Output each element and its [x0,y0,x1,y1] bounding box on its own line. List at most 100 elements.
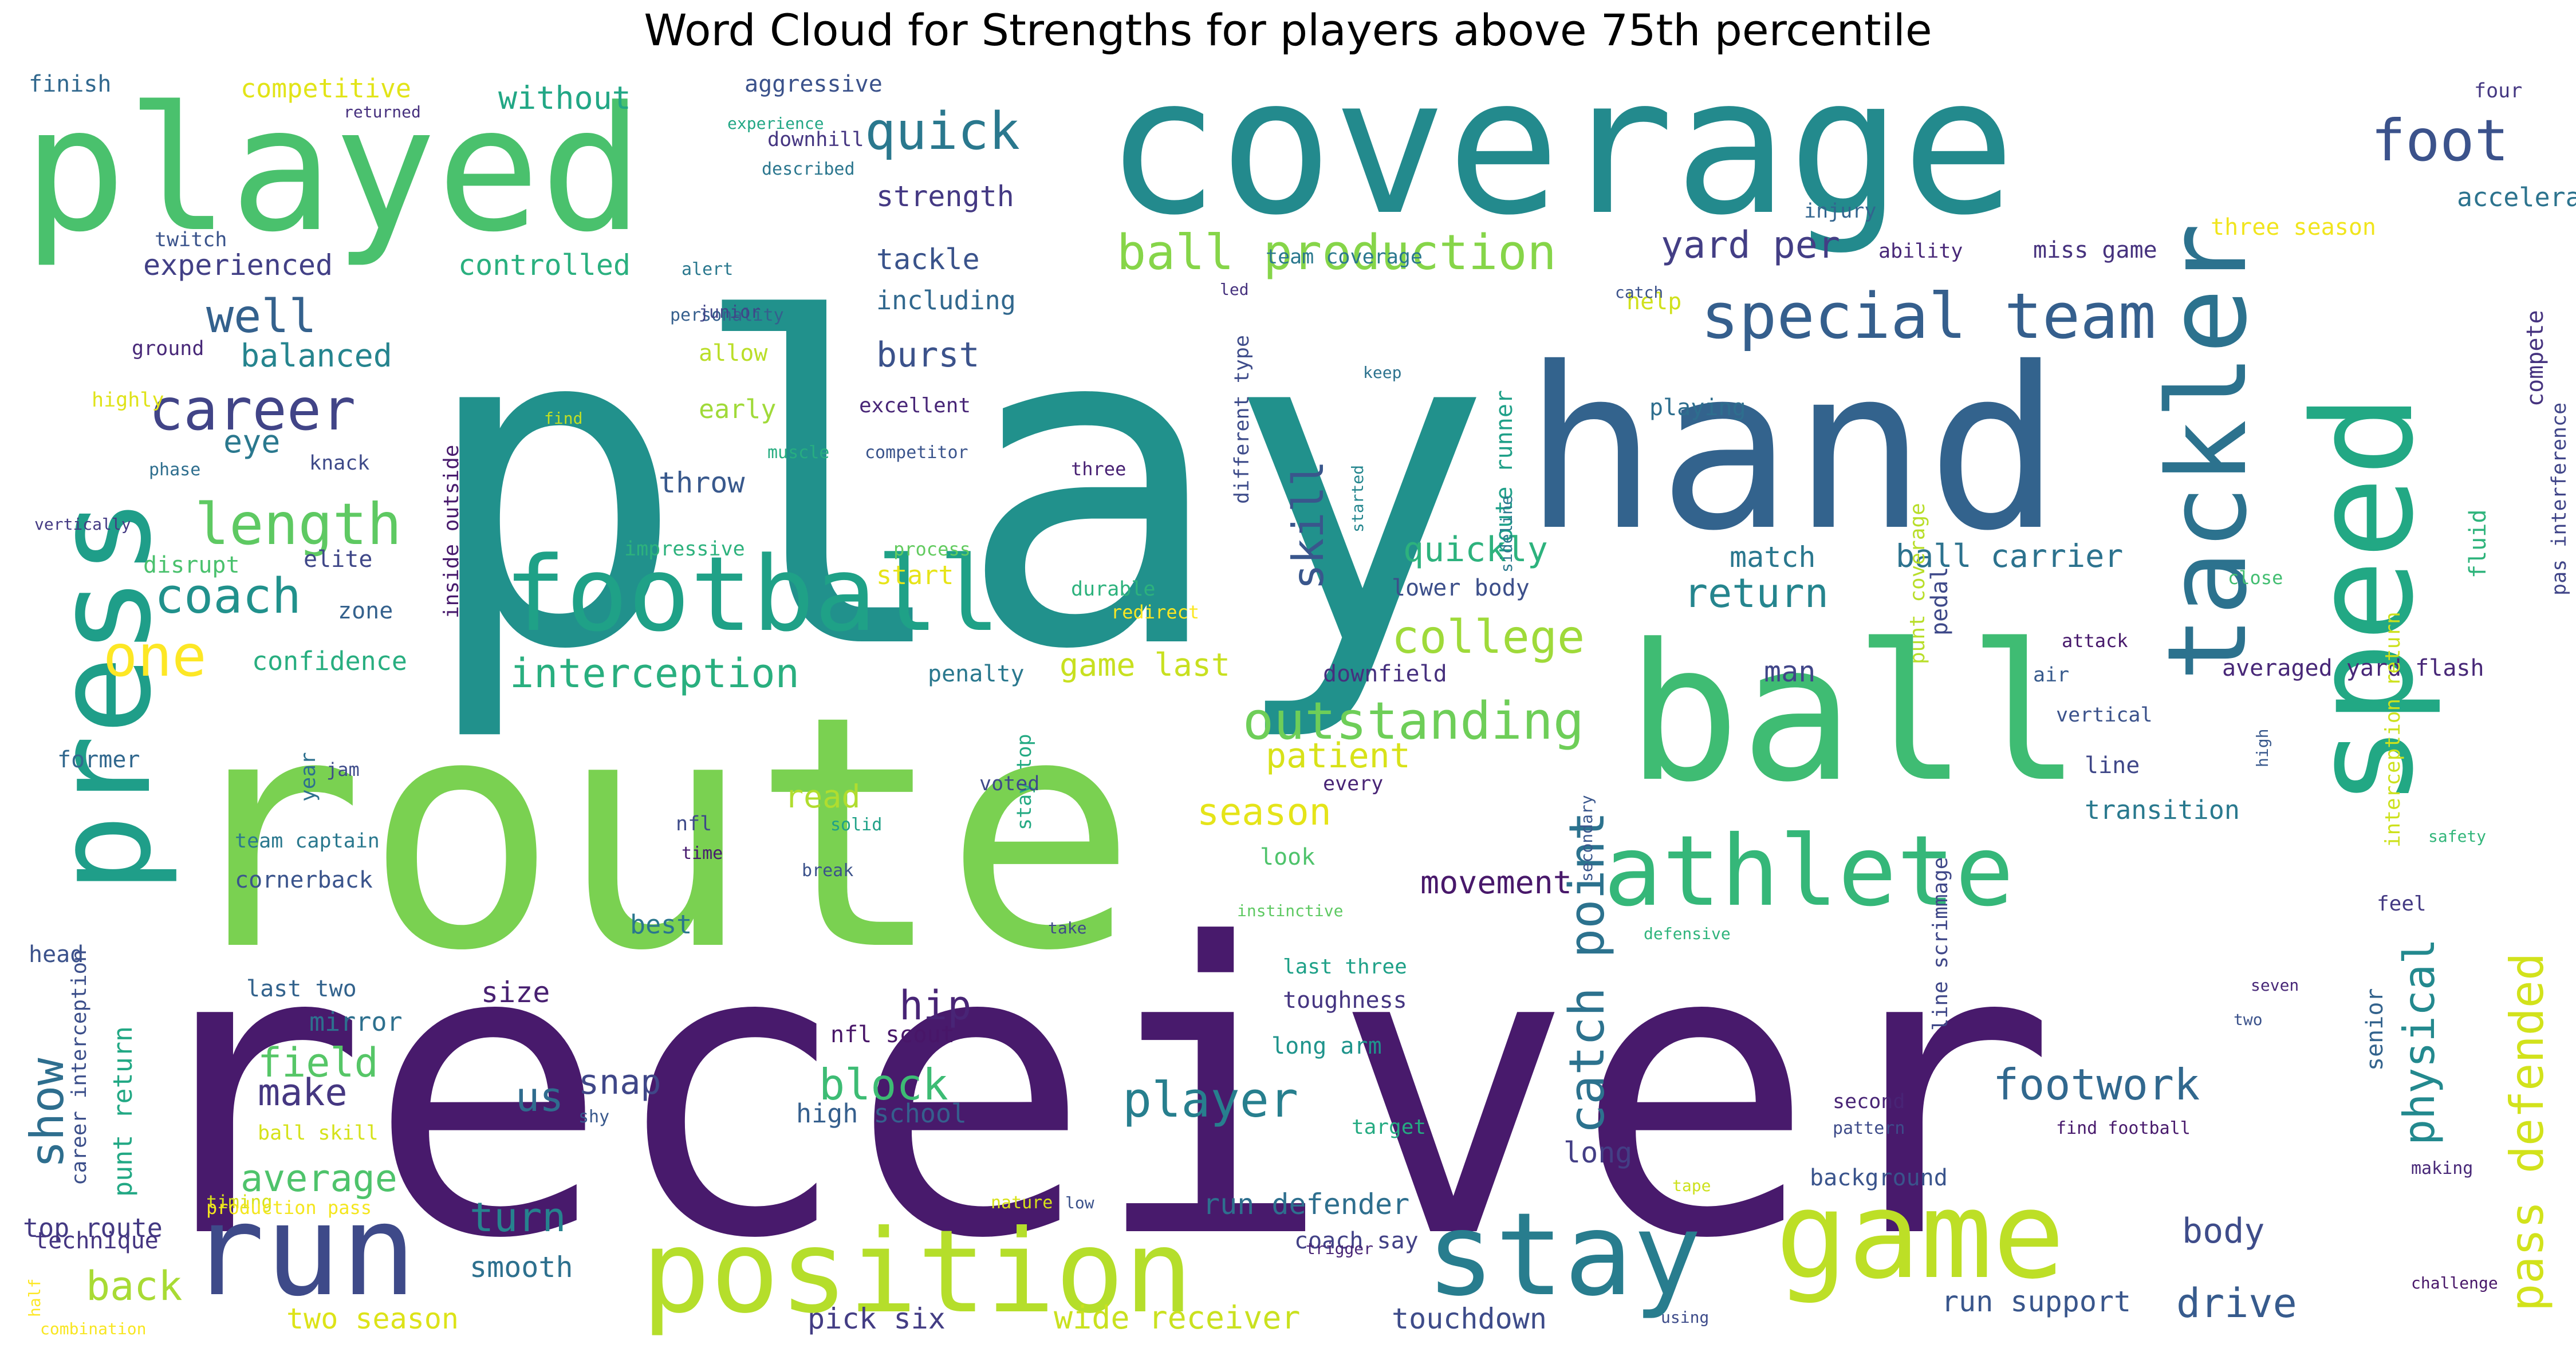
word-technique: technique [34,1228,159,1254]
word-impressive: impressive [624,538,745,561]
word-coach-say: coach say [1294,1228,1419,1254]
word-top-route: top route [23,1213,163,1243]
word-ball-production: ball production [1117,224,1557,281]
word-former: former [57,747,140,773]
word-trigger: trigger [1306,1239,1373,1258]
word-eye: eye [223,423,280,460]
word-inside-outside: inside outside [440,445,463,618]
word-controlled: controlled [458,249,631,282]
word-two-season: two season [286,1302,459,1335]
word-show: show [21,1058,74,1168]
word-target: target [1352,1115,1426,1139]
word-close: close [2228,567,2283,589]
word-career: career [149,376,356,443]
word-quick: quick [865,101,1020,161]
word-nfl-scout: nfl scout [830,1022,955,1048]
word-transition: transition [2085,795,2240,825]
word-help: help [1626,289,1681,315]
word-different-type: different type [1231,335,1254,504]
word-skill: skill [1283,460,1333,590]
word-pass-defended: pass defended [2500,953,2554,1311]
word-ball-carrier: ball carrier [1896,538,2123,574]
word-competitive: competitive [241,73,411,104]
word-keep: keep [1363,363,1401,382]
word-zone: zone [338,598,393,624]
word-phase: phase [149,460,200,480]
word-nfl: nfl [676,813,712,835]
word-air: air [2033,664,2069,687]
word-downfield: downfield [1323,661,1447,687]
word-last-three: last three [1283,955,1407,979]
word-lower-body: lower body [1392,575,1530,601]
word-quickly: quickly [1403,530,1548,570]
word-speed: speed [2283,394,2444,807]
word-player: player [1122,1072,1298,1129]
word-find-football: find football [2056,1118,2191,1138]
word-disrupt: disrupt [143,552,240,578]
word-long-arm: long arm [1271,1033,1382,1059]
word-catch-point: catch point [1559,811,1616,1134]
word-find: find [544,409,582,428]
word-miss-game: miss game [2033,237,2157,263]
word-tackle: tackle [876,243,980,276]
word-pas-interference: pas interference [2548,403,2571,596]
word-challenge: challenge [2411,1274,2498,1292]
word-size: size [481,976,550,1009]
word-process: process [893,538,971,560]
word-match: match [1730,541,1816,574]
word-started: started [1348,465,1367,533]
word-junior: junior [699,302,761,322]
word-averaged-yard-flash: averaged yard flash [2222,655,2484,681]
word-tape: tape [1672,1176,1711,1195]
word-field: field [258,1039,379,1086]
word-special-team: special team [1701,279,2156,353]
word-patient: patient [1266,736,1411,776]
word-highly: highly [92,389,164,412]
word-mirror: mirror [309,1007,403,1037]
word-three: three [1071,458,1126,480]
word-second: second [1833,1090,1905,1113]
word-background: background [1810,1165,1948,1191]
word-seven: seven [2251,976,2299,995]
word-making: making [2411,1158,2473,1178]
word-feel: feel [2377,892,2427,916]
word-elite: elite [304,546,372,573]
word-route-runner: route runner [1491,390,1518,555]
word-sideline: sideline [1497,495,1516,573]
word-instinctive: instinctive [1237,901,1343,920]
word-time: time [682,843,723,864]
word-without: without [498,80,631,116]
word-play: play [418,227,1494,747]
word-including: including [876,285,1016,316]
word-well: well [206,290,317,343]
word-punt-coverage: punt coverage [1906,503,1929,664]
word-back: back [86,1263,183,1310]
word-body: body [2182,1211,2265,1251]
word-confidence: confidence [252,646,407,676]
word-allow: allow [699,340,768,366]
word-stay: stay [1426,1188,1702,1322]
word-break: break [802,861,853,881]
word-route: route [172,648,1137,1021]
word-ball: ball [1626,604,2082,823]
word-two: two [2234,1010,2263,1029]
word-accelerate: accelerate [2457,182,2576,212]
word-coverage: coverage [1105,37,2015,257]
word-line-scrimmage: line scrimmage [1929,857,1952,1031]
word-catch: catch [1615,283,1663,302]
word-voted: voted [979,772,1039,795]
word-coach: coach [155,568,301,625]
word-vertical: vertical [2056,704,2153,727]
word-half: half [25,1279,44,1317]
word-three-season: three season [2211,214,2376,241]
word-pattern: pattern [1833,1118,1905,1138]
word-us: us [515,1074,564,1121]
word-ground: ground [132,337,204,360]
word-secondary: secondary [1577,795,1596,882]
word-burst: burst [876,335,980,375]
word-read: read [785,778,860,815]
chart-title: Word Cloud for Strengths for players abo… [644,5,1932,56]
word-game-last: game last [1059,647,1230,683]
word-senior: senior [2362,988,2388,1071]
word-run: run [189,1177,416,1324]
